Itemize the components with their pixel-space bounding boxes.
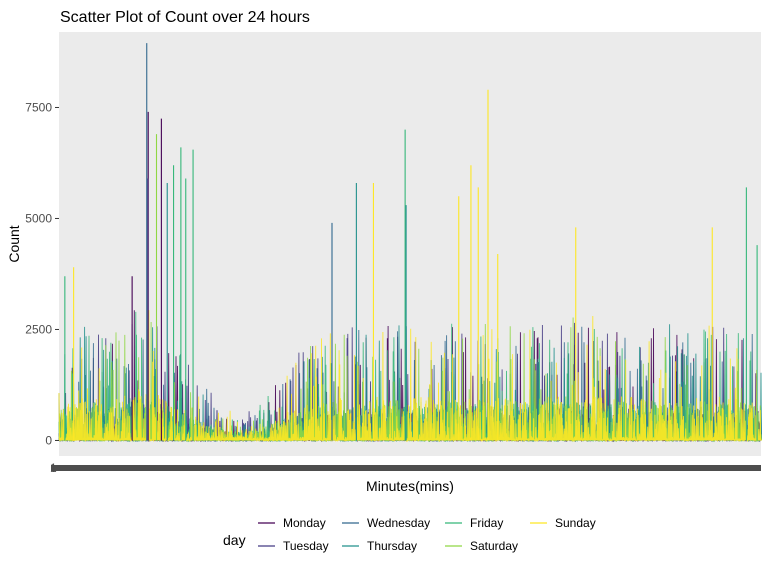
y-tick-label: 7500 [25, 100, 52, 114]
y-tick-label: 2500 [25, 322, 52, 336]
series-line-sunday [58, 310, 762, 443]
x-tick-labels-overplotted [51, 465, 761, 471]
x-axis: 1 [50, 461, 761, 475]
y-tick-label: 5000 [25, 211, 52, 225]
legend: day Monday Tuesday Wednesday Thursday Friday… [223, 516, 596, 553]
chart-title: Scatter Plot of Count over 24 hours [60, 9, 310, 26]
y-axis: 0 2500 5000 7500 [25, 100, 59, 447]
legend-label-thursday: Thursday [367, 539, 417, 553]
data-marks [58, 43, 762, 443]
x-tick-label: 1 [50, 461, 57, 475]
legend-label-sunday: Sunday [555, 516, 596, 530]
plot-panel [59, 32, 761, 456]
legend-label-friday: Friday [470, 516, 503, 530]
legend-label-monday: Monday [283, 516, 326, 530]
legend-label-saturday: Saturday [470, 539, 518, 553]
y-tick-label: 0 [45, 433, 52, 447]
legend-label-wednesday: Wednesday [367, 516, 430, 530]
x-axis-label: Minutes(mins) [366, 478, 454, 494]
legend-label-tuesday: Tuesday [283, 539, 329, 553]
legend-title: day [223, 532, 246, 548]
y-axis-label: Count [6, 225, 22, 262]
